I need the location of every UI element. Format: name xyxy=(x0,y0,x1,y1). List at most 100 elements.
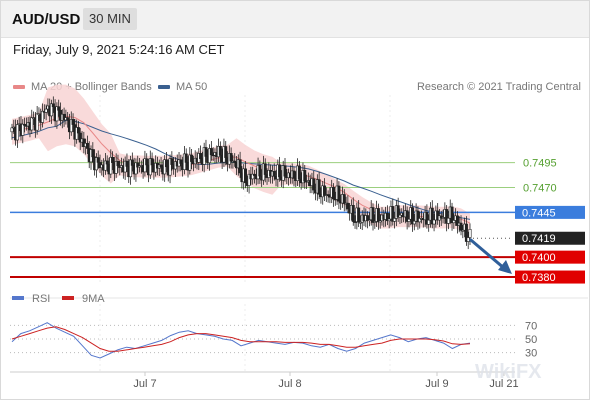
rsi-tick-70: 70 xyxy=(525,320,537,332)
candle-body xyxy=(367,219,371,222)
candle-body xyxy=(317,179,321,195)
candle-body xyxy=(103,160,107,171)
level-label-0-7419: 0.7419 xyxy=(522,233,556,245)
x-tick-label: Jul 21 xyxy=(489,378,518,390)
candle-body xyxy=(351,205,355,222)
candle-body xyxy=(387,218,391,222)
candle-body xyxy=(452,220,456,224)
candle-body xyxy=(446,217,450,224)
candle-body xyxy=(71,119,75,125)
candle-body xyxy=(432,219,436,225)
candle-body xyxy=(398,214,402,218)
candle-body xyxy=(366,215,370,221)
level-label-0-7445: 0.7445 xyxy=(522,207,556,219)
candle-body xyxy=(55,106,59,122)
rsi-tick-30: 30 xyxy=(525,348,537,360)
candle-body xyxy=(430,207,434,225)
legend-swatch-ma-bb xyxy=(13,85,25,90)
legend-ma50-label: MA 50 xyxy=(176,81,208,93)
candle-body xyxy=(376,208,380,223)
candle-body xyxy=(247,173,251,186)
candle-body xyxy=(418,218,422,223)
candle-body xyxy=(179,159,183,164)
candle-body xyxy=(184,153,188,163)
candle-body xyxy=(243,168,247,184)
candle-body xyxy=(85,142,89,149)
candle-body xyxy=(297,165,301,180)
candle-body xyxy=(391,206,395,222)
candle-body xyxy=(116,161,120,167)
candle-body xyxy=(114,161,118,174)
candle-body xyxy=(292,170,296,179)
candle-body xyxy=(466,237,470,242)
candle-body xyxy=(441,217,445,219)
candle-body xyxy=(134,162,138,175)
candle-body xyxy=(94,157,98,171)
candle-body xyxy=(416,210,420,223)
timeframe-button[interactable]: 30 MIN xyxy=(83,8,137,30)
candle-body xyxy=(136,162,140,168)
candle-body xyxy=(50,103,54,117)
candle-body xyxy=(75,127,79,140)
candle-body xyxy=(10,127,14,133)
level-tag-0-7445 xyxy=(515,205,585,219)
candle-body xyxy=(130,159,134,166)
candle-body xyxy=(62,113,66,121)
legend-swatch-rsi xyxy=(12,296,24,300)
level-label-0-7400: 0.7400 xyxy=(522,252,556,264)
candle-body xyxy=(150,158,154,166)
candle-body xyxy=(229,153,233,162)
candle-body xyxy=(204,147,208,157)
candle-body xyxy=(218,146,222,156)
candle-body xyxy=(378,220,382,223)
candle-body xyxy=(405,210,409,222)
candle-body xyxy=(82,138,86,147)
candle-body xyxy=(41,110,45,123)
level-label-0-7380: 0.7380 xyxy=(522,272,556,284)
candle-body xyxy=(278,164,282,178)
candle-body xyxy=(188,154,192,171)
candle-body xyxy=(125,160,129,167)
candle-body xyxy=(105,160,109,165)
level-tag-0-7380 xyxy=(515,270,585,284)
candle-body xyxy=(439,215,443,219)
candle-body xyxy=(358,221,362,224)
candle-body xyxy=(357,207,361,223)
x-tick-label: Jul 8 xyxy=(278,378,301,390)
candle-body xyxy=(461,229,465,232)
rsi-tick-50: 50 xyxy=(525,334,537,346)
candle-body xyxy=(224,146,228,158)
candle-body xyxy=(199,153,203,159)
forecast-arrow-head xyxy=(498,260,512,275)
candle-body xyxy=(129,159,133,178)
candle-body xyxy=(411,207,415,225)
candle-body xyxy=(468,229,472,238)
candle-body xyxy=(346,202,350,210)
level-tag-0-7400 xyxy=(515,250,585,264)
rsi-ma9-line xyxy=(11,326,471,352)
x-tick-label: Jul 7 xyxy=(133,378,156,390)
candle-body xyxy=(76,127,80,134)
level-label-0-7495: 0.7495 xyxy=(523,158,557,170)
forecast-arrow-shaft xyxy=(469,238,505,270)
candle-body xyxy=(190,154,194,162)
candle-body xyxy=(263,163,267,175)
candle-body xyxy=(464,223,468,242)
candle-body xyxy=(312,178,316,191)
candle-body xyxy=(407,218,411,222)
candle-body xyxy=(272,171,276,177)
candle-body xyxy=(170,158,174,165)
candle-body xyxy=(393,218,397,222)
candle-body xyxy=(51,103,55,108)
symbol-label: AUD/USD xyxy=(12,11,81,28)
candle-body xyxy=(21,123,25,136)
rsi-line xyxy=(11,322,471,359)
candle-body xyxy=(209,148,213,156)
candle-body xyxy=(96,157,100,163)
candle-body xyxy=(445,209,449,224)
candle-body xyxy=(23,123,27,126)
candle-body xyxy=(385,212,389,222)
legend-swatch-ma50 xyxy=(158,85,170,90)
candle-body xyxy=(233,160,237,163)
